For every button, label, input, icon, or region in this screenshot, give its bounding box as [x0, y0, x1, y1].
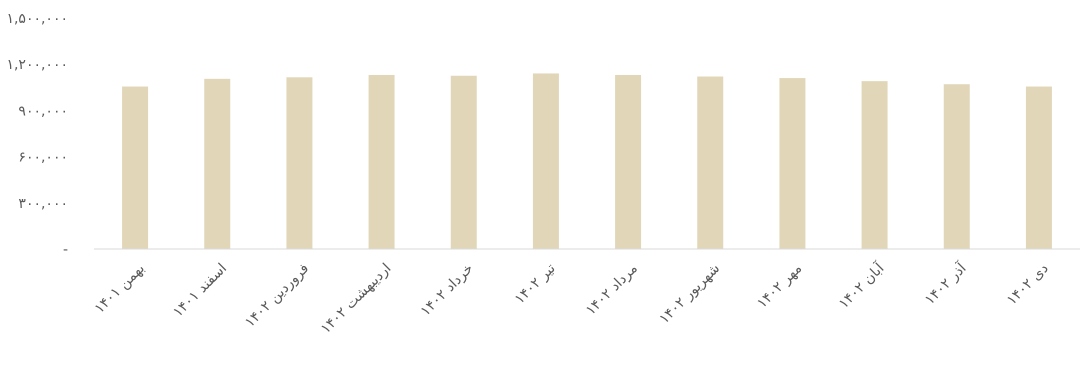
x-tick-label: اردیبهشت ۱۴۰۲ [318, 261, 395, 338]
bar [1025, 86, 1052, 249]
x-tick-label: دی ۱۴۰۲ [1004, 261, 1052, 309]
x-tick-label: بهمن ۱۴۰۱ [92, 261, 148, 317]
x-tick-label: آبان ۱۴۰۲ [835, 259, 888, 312]
y-tick-label: ۹۰۰,۰۰۰ [18, 103, 68, 119]
bar [943, 84, 970, 249]
y-tick-label: ۳۰۰,۰۰۰ [18, 196, 68, 212]
y-tick-label: - [63, 242, 68, 258]
y-tick-label: ۱,۵۰۰,۰۰۰ [6, 11, 68, 27]
x-tick-label: مرداد ۱۴۰۲ [583, 261, 641, 319]
bar [779, 78, 806, 249]
x-tick-label: فروردین ۱۴۰۲ [242, 261, 312, 331]
x-tick-label: تیر ۱۴۰۲ [512, 260, 559, 307]
bar [450, 75, 477, 249]
bar [697, 76, 724, 250]
y-axis-ticks: - ۳۰۰,۰۰۰ ۶۰۰,۰۰۰ ۹۰۰,۰۰۰ ۱,۲۰۰,۰۰۰ ۱,۵۰۰,۰۰۰ [6, 11, 68, 258]
bar [204, 78, 231, 249]
x-tick-label: آذر ۱۴۰۲ [921, 259, 970, 308]
x-tick-label: مهر ۱۴۰۲ [754, 261, 805, 312]
x-tick-label: شهریور ۱۴۰۲ [656, 261, 723, 328]
bar [122, 86, 149, 249]
bars [122, 73, 1052, 250]
y-tick-label: ۱,۲۰۰,۰۰۰ [6, 57, 68, 73]
x-tick-label: خرداد ۱۴۰۲ [418, 261, 477, 320]
bar [368, 74, 395, 249]
bar [615, 74, 642, 249]
bar [286, 77, 313, 249]
bar [532, 73, 559, 249]
bar [861, 81, 888, 249]
y-tick-label: ۶۰۰,۰۰۰ [18, 150, 68, 166]
x-tick-label: اسفند ۱۴۰۱ [170, 261, 230, 321]
